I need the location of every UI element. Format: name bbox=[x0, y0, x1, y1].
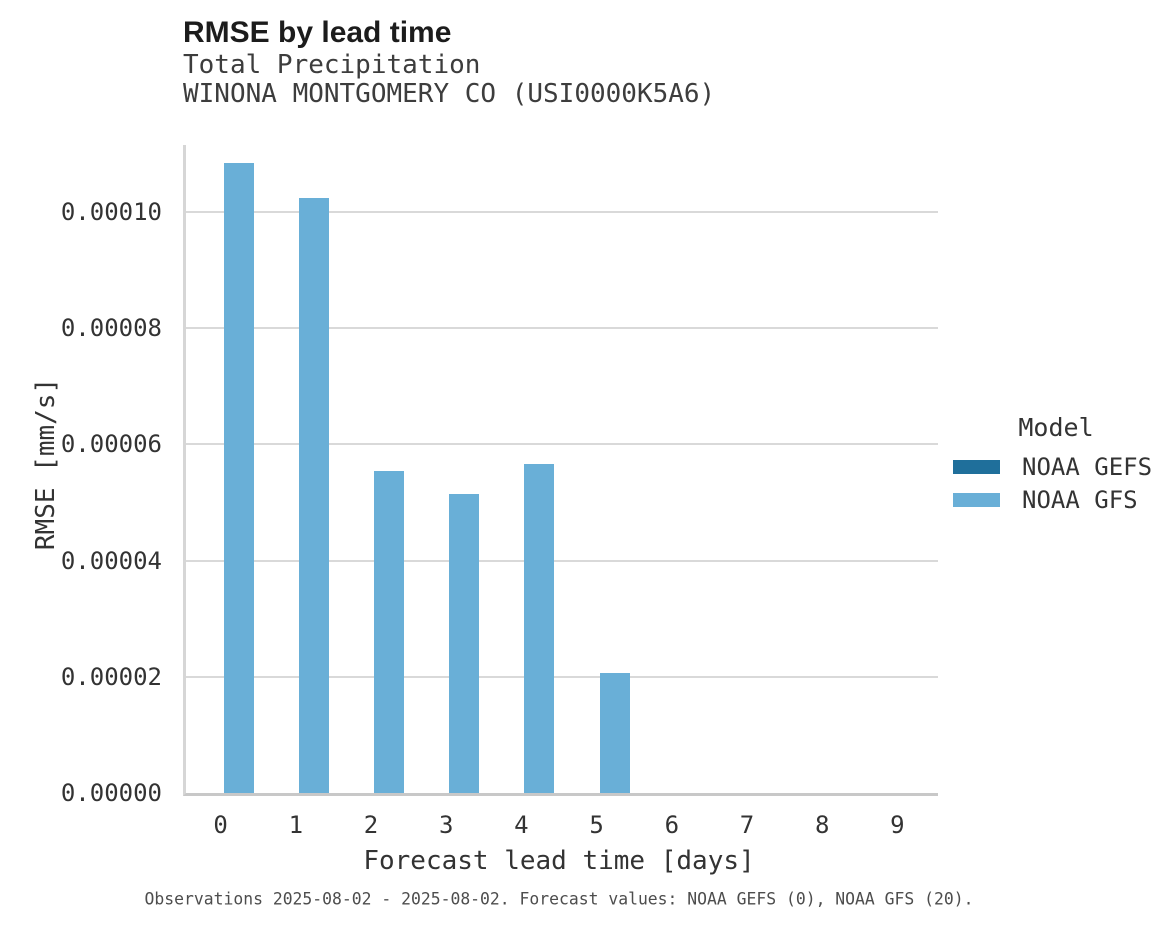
x-tick-label: 8 bbox=[814, 811, 830, 839]
legend-swatch-icon bbox=[953, 459, 1000, 474]
x-tick-label: 4 bbox=[514, 811, 529, 839]
y-tick-label: 0.00010 bbox=[60, 197, 162, 226]
y-axis-label: RMSE [mm/s] bbox=[31, 377, 61, 551]
bar-noaa-gfs-day5 bbox=[599, 672, 630, 793]
x-tick-label: 5 bbox=[589, 811, 604, 839]
bar-noaa-gfs-day1 bbox=[298, 197, 329, 793]
bar-noaa-gfs-day0 bbox=[223, 163, 254, 793]
x-axis-label: Forecast lead time [days] bbox=[363, 846, 755, 876]
gridline bbox=[186, 443, 938, 446]
gridline bbox=[186, 559, 938, 562]
x-tick-label: 6 bbox=[664, 811, 680, 839]
legend-title: Model bbox=[1018, 413, 1094, 442]
y-tick-label: 0.00002 bbox=[60, 662, 162, 691]
y-tick-label: 0.00000 bbox=[60, 779, 162, 807]
chart-subtitle-station: WINONA MONTGOMERY CO (USI0000K5A6) bbox=[183, 79, 716, 109]
x-tick-label: 1 bbox=[288, 811, 304, 839]
legend-swatch-icon bbox=[953, 492, 1000, 507]
x-tick-label: 7 bbox=[739, 811, 755, 839]
x-tick-label: 3 bbox=[438, 811, 454, 839]
legend-entry-noaa-gfs: NOAA GFS bbox=[953, 483, 1159, 516]
x-tick-label: 9 bbox=[890, 811, 905, 839]
legend-label: NOAA GFS bbox=[1022, 485, 1138, 514]
chart-subtitle-variable: Total Precipitation bbox=[183, 50, 481, 80]
gridline bbox=[186, 675, 938, 678]
caption-text: Observations 2025-08-02 - 2025-08-02. Fo… bbox=[144, 889, 974, 909]
legend-entries: NOAA GEFS NOAA GFS bbox=[953, 450, 1159, 516]
chart-title: RMSE by lead time bbox=[183, 16, 452, 49]
bar-noaa-gfs-day3 bbox=[449, 494, 480, 793]
y-tick-label: 0.00004 bbox=[60, 546, 162, 575]
bar-noaa-gfs-day2 bbox=[374, 471, 405, 793]
gridline bbox=[186, 327, 938, 330]
plot-area bbox=[183, 145, 938, 796]
gridline bbox=[186, 210, 938, 213]
legend-entry-noaa-gefs: NOAA GEFS bbox=[953, 450, 1159, 483]
x-tick-label: 2 bbox=[363, 811, 379, 839]
x-tick-label: 0 bbox=[213, 811, 228, 839]
y-tick-label: 0.00006 bbox=[60, 430, 162, 459]
legend: Model NOAA GEFS NOAA GFS bbox=[953, 413, 1159, 516]
y-tick-label: 0.00008 bbox=[60, 314, 162, 343]
bar-noaa-gfs-day4 bbox=[524, 464, 555, 793]
legend-label: NOAA GEFS bbox=[1022, 452, 1153, 481]
